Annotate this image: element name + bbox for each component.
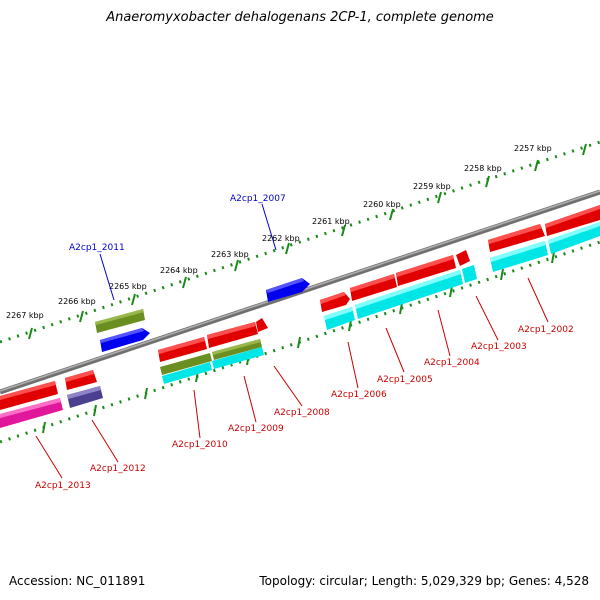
outer-tick-ring [0,140,600,344]
kbp-label: 2260 kbp [363,200,401,209]
gene-label: A2cp1_2008 [274,408,330,418]
gene-label: A2cp1_2010 [172,440,228,450]
gene-labels: A2cp1_2007 A2cp1_2011 A2cp1_2002 A2cp1_2… [35,194,574,491]
gene-olive-2010[interactable] [160,353,212,375]
red-genes [0,205,600,410]
gene-cyan-2004b[interactable] [462,265,477,283]
gene-label: A2cp1_2013 [35,481,91,491]
gene-label: A2cp1_2004 [424,358,480,368]
accession-text: Accession: NC_011891 [9,574,146,588]
gene-label: A2cp1_2012 [90,464,146,474]
kbp-labels: 2257 kbp 2258 kbp 2259 kbp 2260 kbp 2261… [6,144,552,320]
gene-cyan-2009[interactable] [212,347,264,369]
gene-a2cp1-2006[interactable] [320,292,350,312]
kbp-label: 2259 kbp [413,182,451,191]
gene-label: A2cp1_2003 [471,342,527,352]
kbp-label: 2257 kbp [514,144,552,153]
gene-blue-2011b[interactable] [100,328,150,352]
gene-label: A2cp1_2002 [518,325,574,335]
gene-a2cp1-2007[interactable] [266,278,310,302]
gene-label: A2cp1_2007 [230,194,286,204]
reverse-genes [0,222,600,428]
kbp-label: 2262 kbp [262,234,300,243]
kbp-label: 2267 kbp [6,311,44,320]
gene-label: A2cp1_2005 [377,375,433,385]
kbp-label: 2258 kbp [464,164,502,173]
gene-cyan-2010[interactable] [162,362,212,384]
gene-label: A2cp1_2009 [228,424,284,434]
gene-label: A2cp1_2011 [69,243,125,253]
kbp-label: 2264 kbp [160,266,198,275]
gene-label: A2cp1_2006 [331,390,387,400]
forward-genes [95,278,310,352]
kbp-label: 2265 kbp [109,282,147,291]
kbp-label: 2266 kbp [58,297,96,306]
gene-a2cp1-2003[interactable] [456,250,470,266]
kbp-label: 2261 kbp [312,217,350,226]
gene-a2cp1-2008[interactable] [256,318,268,332]
label-leaders [35,203,549,479]
kbp-label: 2263 kbp [211,250,249,259]
summary-text: Topology: circular; Length: 5,029,329 bp… [259,574,589,588]
map-title: Anaeromyxobacter dehalogenans 2CP-1, com… [106,10,494,25]
